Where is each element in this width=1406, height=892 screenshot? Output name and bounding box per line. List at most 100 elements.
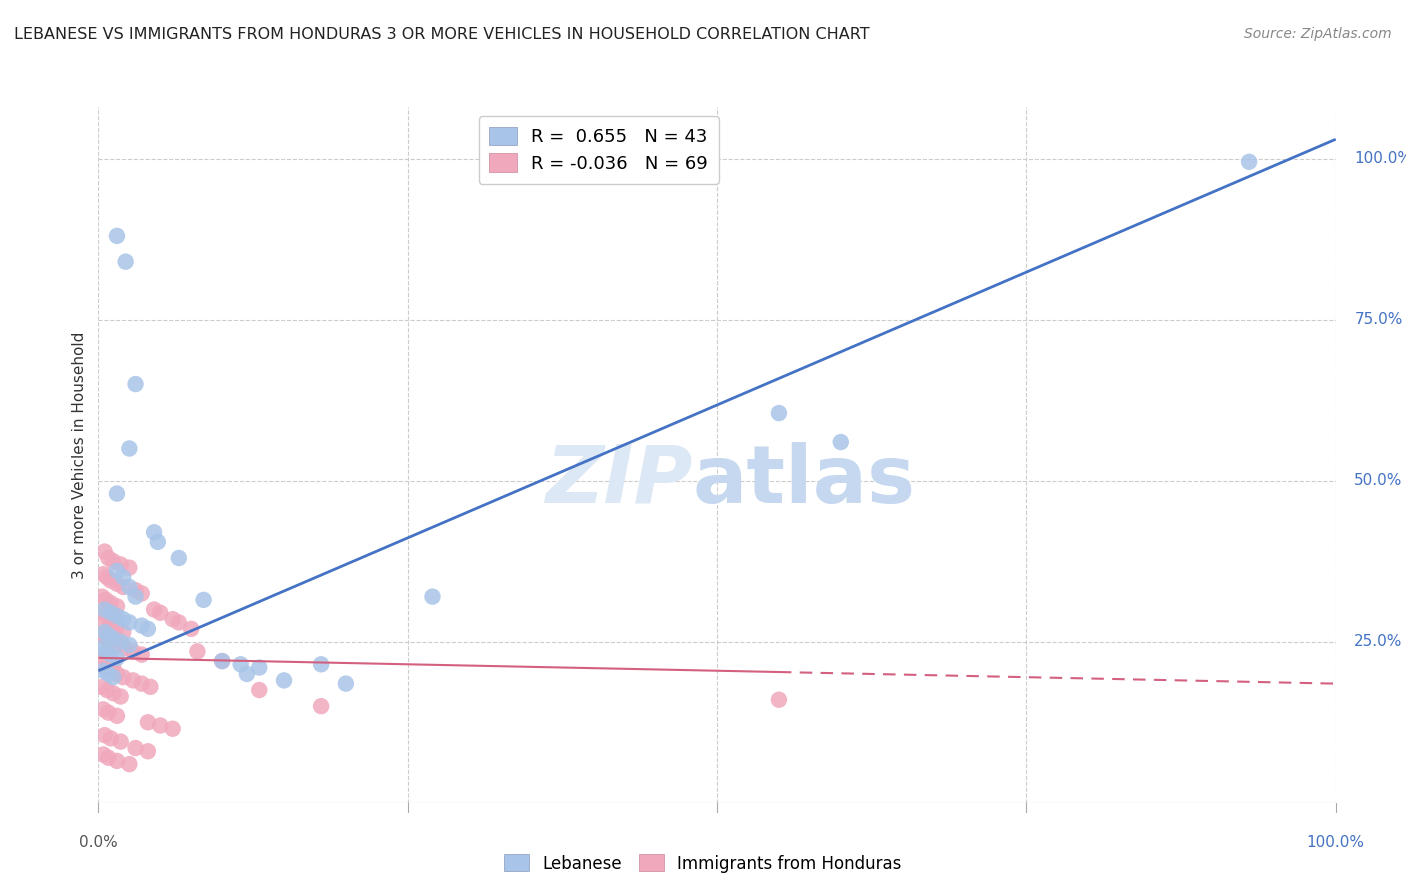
Point xyxy=(103,554,125,568)
Point xyxy=(105,486,128,500)
Point xyxy=(98,618,121,632)
Point xyxy=(93,728,115,742)
Point xyxy=(105,564,128,578)
Point xyxy=(143,525,166,540)
Legend: Lebanese, Immigrants from Honduras: Lebanese, Immigrants from Honduras xyxy=(498,847,908,880)
Point xyxy=(93,664,115,678)
Point xyxy=(114,641,136,656)
Point xyxy=(118,580,141,594)
Point xyxy=(93,702,115,716)
Point xyxy=(97,706,120,720)
Point xyxy=(103,632,125,646)
Point xyxy=(96,683,118,698)
Point xyxy=(100,574,122,588)
Point xyxy=(211,654,233,668)
Point xyxy=(100,648,122,662)
Point xyxy=(100,664,122,678)
Point xyxy=(103,612,125,626)
Text: 0.0%: 0.0% xyxy=(79,835,118,850)
Point xyxy=(143,602,166,616)
Point xyxy=(131,648,153,662)
Point xyxy=(122,644,145,658)
Point xyxy=(112,570,135,584)
Point xyxy=(94,592,117,607)
Point xyxy=(124,741,146,756)
Point xyxy=(105,599,128,614)
Point xyxy=(229,657,252,672)
Point xyxy=(122,673,145,688)
Point xyxy=(91,590,114,604)
Point xyxy=(167,551,190,566)
Point xyxy=(162,612,184,626)
Point xyxy=(103,686,125,700)
Legend: R =  0.655   N = 43, R = -0.036   N = 69: R = 0.655 N = 43, R = -0.036 N = 69 xyxy=(478,116,718,184)
Point xyxy=(93,615,115,630)
Point xyxy=(105,708,128,723)
Point xyxy=(94,632,117,646)
Point xyxy=(91,641,114,656)
Point xyxy=(131,618,153,632)
Point xyxy=(118,757,141,772)
Point xyxy=(830,435,852,450)
Point xyxy=(97,750,120,764)
Point xyxy=(105,667,128,681)
Point xyxy=(162,722,184,736)
Point xyxy=(335,676,357,690)
Point xyxy=(105,609,128,624)
Point xyxy=(105,228,128,243)
Point xyxy=(1237,154,1260,169)
Point xyxy=(149,718,172,732)
Text: atlas: atlas xyxy=(692,442,915,520)
Point xyxy=(100,731,122,746)
Point xyxy=(93,567,115,582)
Point xyxy=(97,654,120,668)
Point xyxy=(100,634,122,648)
Text: LEBANESE VS IMMIGRANTS FROM HONDURAS 3 OR MORE VEHICLES IN HOUSEHOLD CORRELATION: LEBANESE VS IMMIGRANTS FROM HONDURAS 3 O… xyxy=(14,27,870,42)
Point xyxy=(110,634,132,648)
Point xyxy=(112,612,135,626)
Text: Source: ZipAtlas.com: Source: ZipAtlas.com xyxy=(1244,27,1392,41)
Point xyxy=(124,377,146,392)
Point xyxy=(136,715,159,730)
Point xyxy=(93,651,115,665)
Point xyxy=(93,544,115,558)
Point xyxy=(91,680,114,694)
Point xyxy=(97,628,120,642)
Point xyxy=(131,676,153,690)
Point xyxy=(149,606,172,620)
Point xyxy=(309,657,332,672)
Text: 100.0%: 100.0% xyxy=(1306,835,1365,850)
Point xyxy=(105,651,128,665)
Point xyxy=(167,615,190,630)
Point xyxy=(118,615,141,630)
Text: 100.0%: 100.0% xyxy=(1354,151,1406,166)
Point xyxy=(91,628,114,642)
Point xyxy=(105,576,128,591)
Point xyxy=(105,754,128,768)
Point xyxy=(422,590,444,604)
Point xyxy=(124,583,146,598)
Point xyxy=(131,586,153,600)
Point xyxy=(211,654,233,668)
Point xyxy=(193,592,215,607)
Point xyxy=(103,657,125,672)
Point xyxy=(180,622,202,636)
Point xyxy=(146,535,169,549)
Point xyxy=(93,602,115,616)
Text: ZIP: ZIP xyxy=(546,442,692,520)
Point xyxy=(103,670,125,684)
Text: 50.0%: 50.0% xyxy=(1354,473,1403,488)
Point xyxy=(104,622,127,636)
Point xyxy=(236,667,259,681)
Point xyxy=(93,625,115,640)
Point xyxy=(768,406,790,420)
Point xyxy=(114,254,136,268)
Point xyxy=(768,692,790,706)
Point xyxy=(100,596,122,610)
Point xyxy=(97,667,120,681)
Point xyxy=(105,638,128,652)
Point xyxy=(139,680,162,694)
Point xyxy=(273,673,295,688)
Point xyxy=(112,625,135,640)
Point xyxy=(96,570,118,584)
